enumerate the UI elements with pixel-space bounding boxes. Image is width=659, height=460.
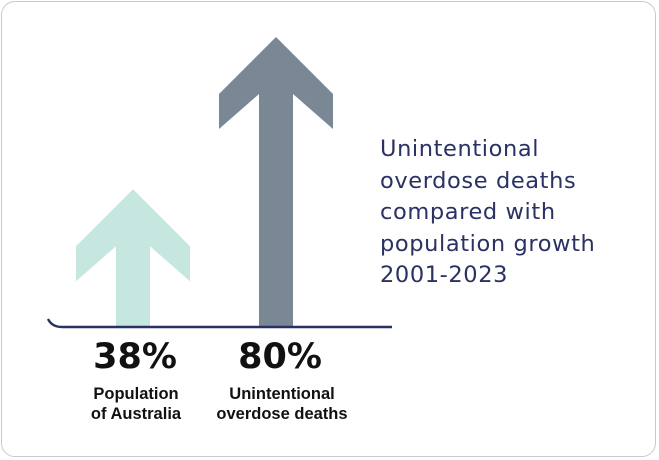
category-label-overdose: Unintentional overdose deaths — [216, 385, 348, 423]
category-label-population: Population of Australia — [90, 385, 182, 423]
value-label-overdose: 80% — [238, 337, 322, 377]
value-label-population: 38% — [93, 337, 177, 377]
arrow-population — [76, 189, 190, 327]
arrow-overdose — [219, 37, 333, 327]
chart-baseline — [46, 318, 392, 329]
chart-title: Unintentional overdose deaths compared w… — [380, 136, 596, 288]
